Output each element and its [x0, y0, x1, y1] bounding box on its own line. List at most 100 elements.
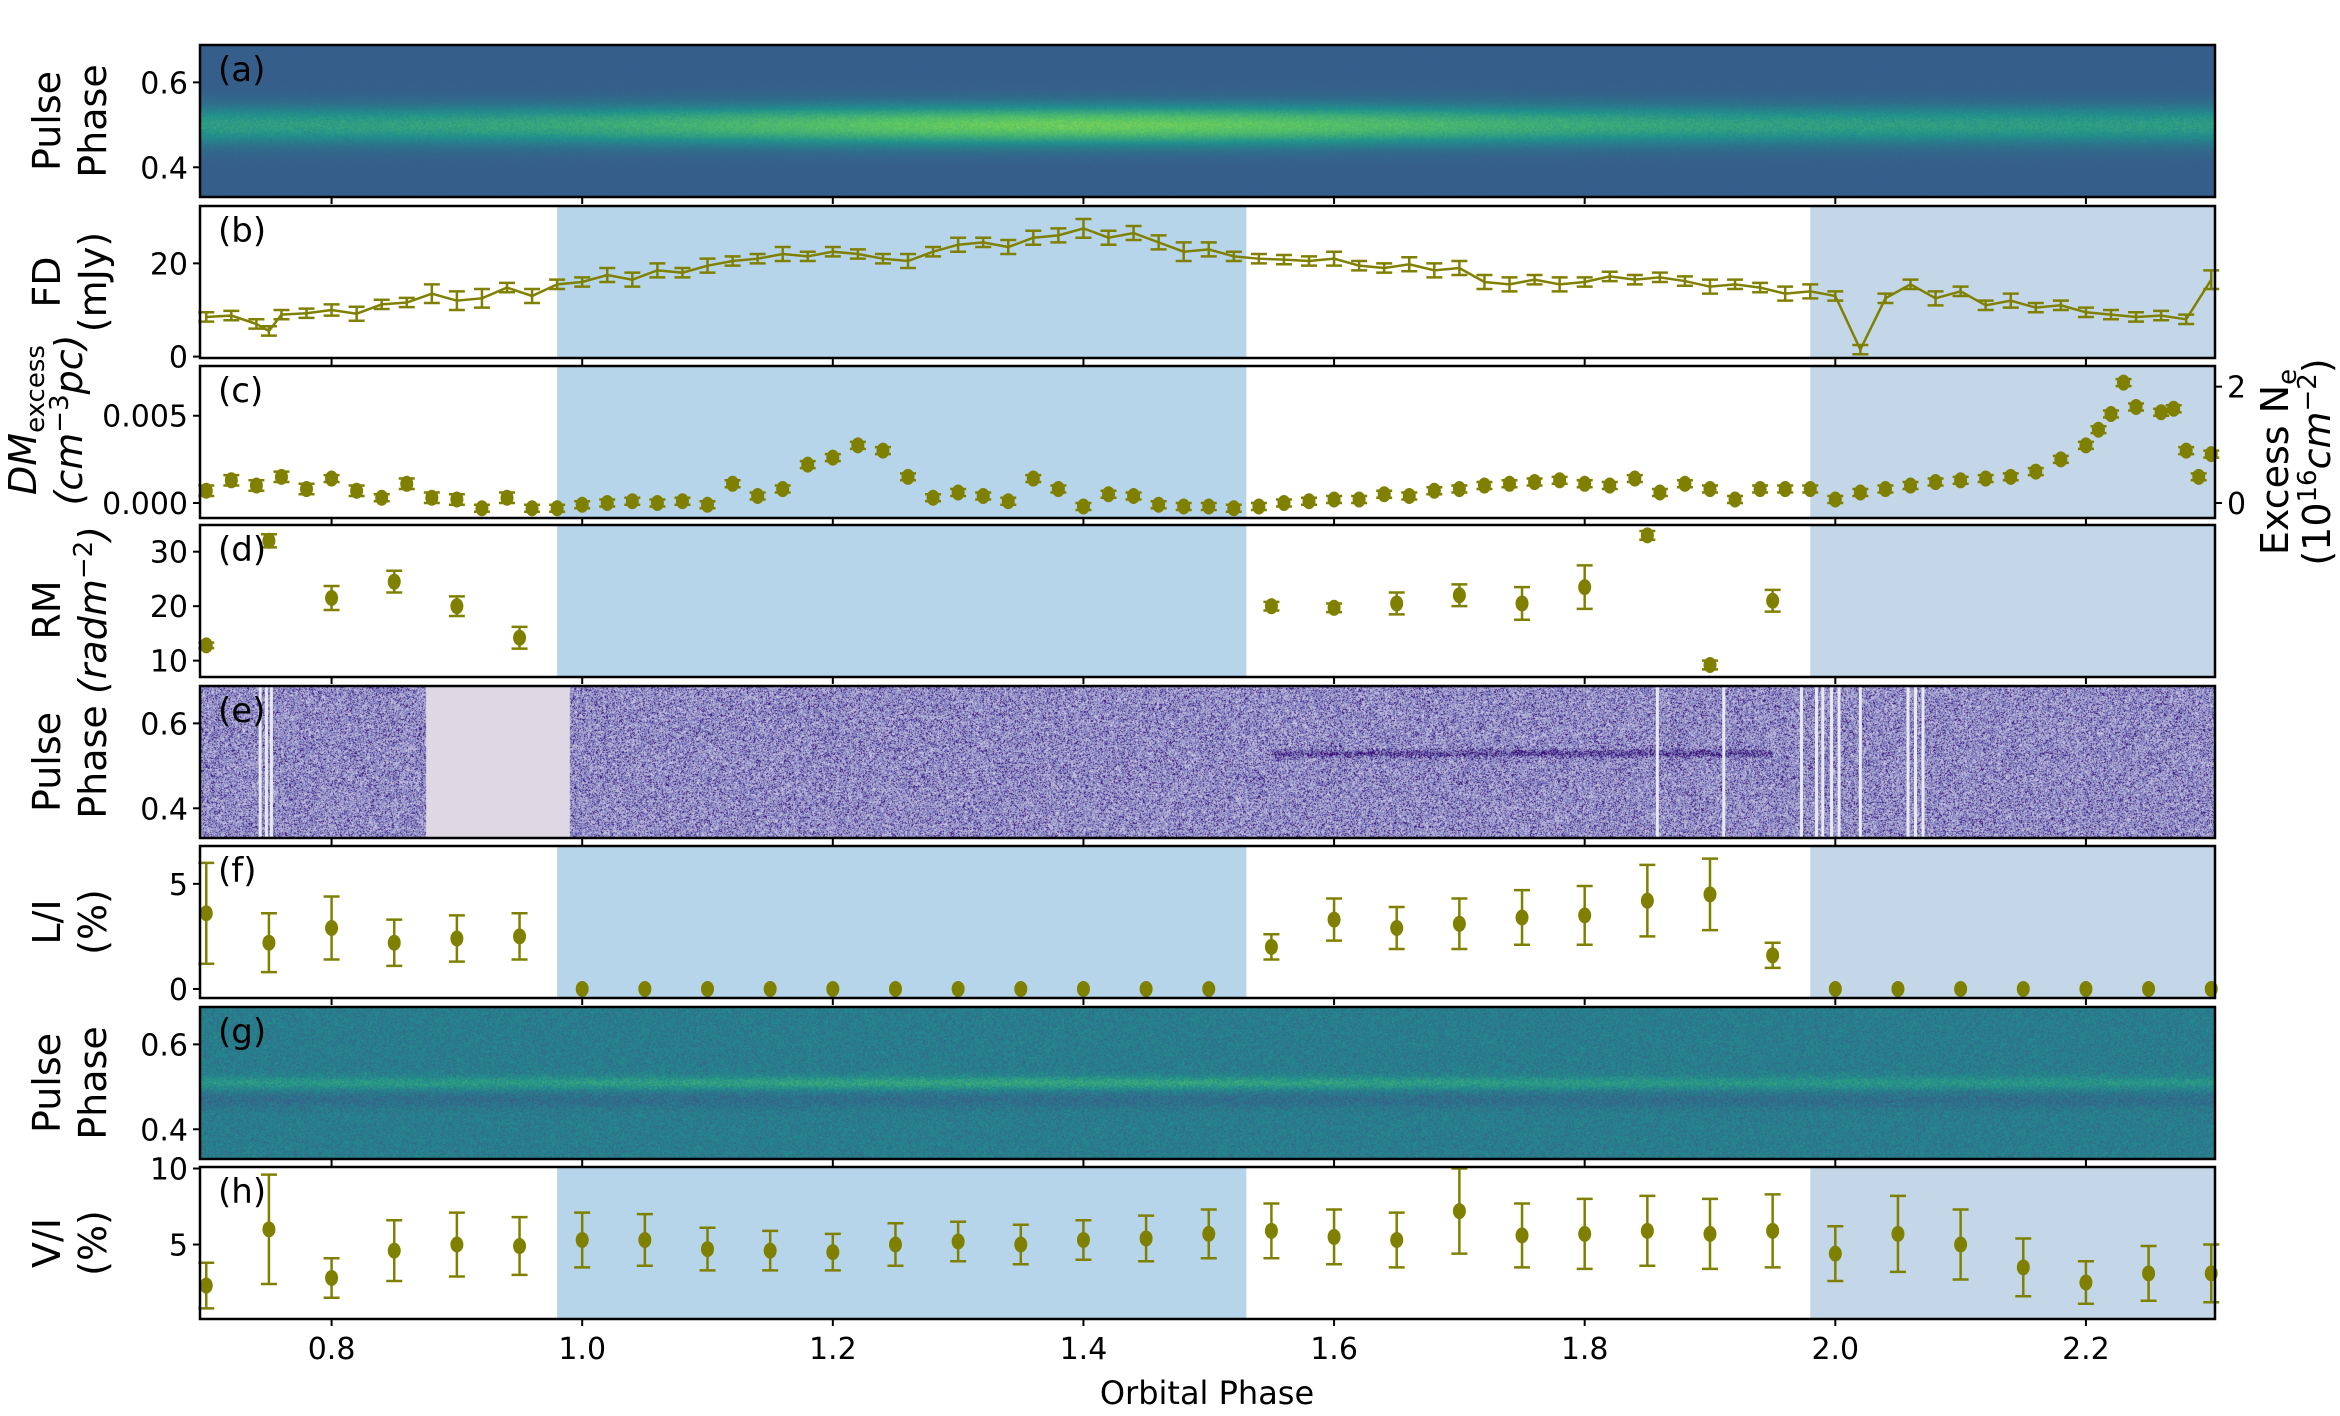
data-point — [976, 488, 990, 505]
data-point — [638, 1231, 652, 1248]
x-axis-label: Orbital Phase — [1100, 1374, 1314, 1412]
data-point — [2167, 400, 2181, 417]
y-axis-label-part: DM — [1, 433, 45, 495]
data-point — [199, 482, 213, 499]
y-axis-label-part: Phase — [71, 1026, 115, 1139]
data-point — [1640, 892, 1654, 909]
y-tick-label: 10 — [150, 1153, 188, 1188]
shaded-region — [1810, 366, 2215, 518]
data-point — [1653, 484, 1667, 501]
data-point — [1828, 1245, 1842, 1262]
data-point — [224, 472, 238, 489]
panel-frame — [198, 204, 2217, 360]
data-point — [2004, 468, 2018, 485]
data-point — [575, 496, 589, 513]
y-tick-label: 5 — [169, 868, 188, 903]
y-axis-label-line: RM — [25, 580, 69, 639]
data-point — [1152, 496, 1166, 513]
flagged-column — [1722, 686, 1726, 838]
shaded-region — [1810, 1167, 2215, 1319]
shaded-region — [557, 366, 1247, 518]
shaded-region — [557, 525, 1247, 677]
right-y-axis-label-line: Excess Ne — [2253, 369, 2303, 555]
data-point — [550, 500, 564, 517]
y-axis-label-part: (cm — [47, 433, 91, 506]
panel-label: (g) — [218, 1012, 266, 1052]
data-point — [1402, 488, 1416, 505]
data-point — [1452, 587, 1466, 604]
data-point — [1578, 475, 1592, 492]
flagged-column — [1655, 686, 1659, 838]
data-point — [1264, 938, 1278, 955]
data-point — [1352, 491, 1366, 508]
data-point — [1828, 491, 1842, 508]
data-point — [2154, 404, 2168, 421]
data-point — [751, 488, 765, 505]
y-axis-label-line: FD — [25, 256, 69, 307]
panel-frame — [198, 523, 2217, 679]
data-point — [575, 1231, 589, 1248]
flagged-column — [1921, 686, 1925, 838]
data-point — [638, 980, 652, 997]
data-point — [1102, 486, 1116, 503]
data-point — [1766, 592, 1780, 609]
heatmap-panel-a — [200, 45, 2215, 197]
shaded-region — [1810, 206, 2215, 358]
data-point — [450, 1236, 464, 1253]
flagged-column — [1815, 686, 1819, 838]
panel-frame — [198, 1165, 2217, 1321]
right-y-axis-label-part: cm — [2295, 411, 2339, 469]
data-point — [826, 980, 840, 997]
data-point — [1640, 1222, 1654, 1239]
data-point — [1377, 486, 1391, 503]
data-point — [726, 475, 740, 492]
data-point — [513, 1238, 527, 1255]
flagged-column — [1830, 686, 1834, 838]
data-point — [1327, 491, 1341, 508]
y-axis-label-line: Phase — [71, 705, 115, 818]
heatmap-panel-g — [200, 1007, 2215, 1159]
data-point — [1954, 472, 1968, 489]
right-y-axis-label-part: ) — [2295, 358, 2339, 373]
data-point — [701, 496, 715, 513]
panel-label: (a) — [218, 50, 265, 90]
data-point — [1578, 579, 1592, 596]
panel-label: (h) — [218, 1172, 266, 1212]
data-point — [1076, 980, 1090, 997]
y-tick-label: 0.000 — [102, 487, 188, 522]
data-point — [1452, 481, 1466, 498]
data-point — [1628, 470, 1642, 487]
y-axis-label-line: V/I — [25, 1218, 69, 1268]
data-point — [199, 637, 213, 654]
data-point — [1202, 980, 1216, 997]
y-axis-label-part: ) — [71, 526, 115, 544]
data-point — [475, 500, 489, 517]
data-point — [763, 1242, 777, 1259]
data-point — [1703, 1225, 1717, 1242]
data-point — [1903, 477, 1917, 494]
data-point — [387, 573, 401, 590]
right-y-tick-label: 0 — [2227, 487, 2246, 522]
flagged-column — [269, 686, 273, 838]
data-point — [901, 468, 915, 485]
data-point — [513, 629, 527, 646]
data-point — [387, 1242, 401, 1259]
data-point — [1678, 475, 1692, 492]
data-point — [274, 468, 288, 485]
data-point — [1766, 947, 1780, 964]
y-tick-label: 0.4 — [140, 1113, 188, 1148]
data-point — [1703, 481, 1717, 498]
data-point — [262, 1221, 276, 1238]
flagged-column — [1821, 686, 1825, 838]
heatmap-panel-e — [200, 686, 2215, 838]
data-point — [1954, 980, 1968, 997]
data-point — [1753, 481, 1767, 498]
shaded-region — [1810, 846, 2215, 998]
data-point — [1427, 482, 1441, 499]
data-point — [2079, 437, 2093, 454]
data-point — [650, 494, 664, 511]
y-tick-label: 0.4 — [140, 792, 188, 827]
data-point — [2029, 463, 2043, 480]
data-point — [876, 442, 890, 459]
data-point — [2054, 451, 2068, 468]
